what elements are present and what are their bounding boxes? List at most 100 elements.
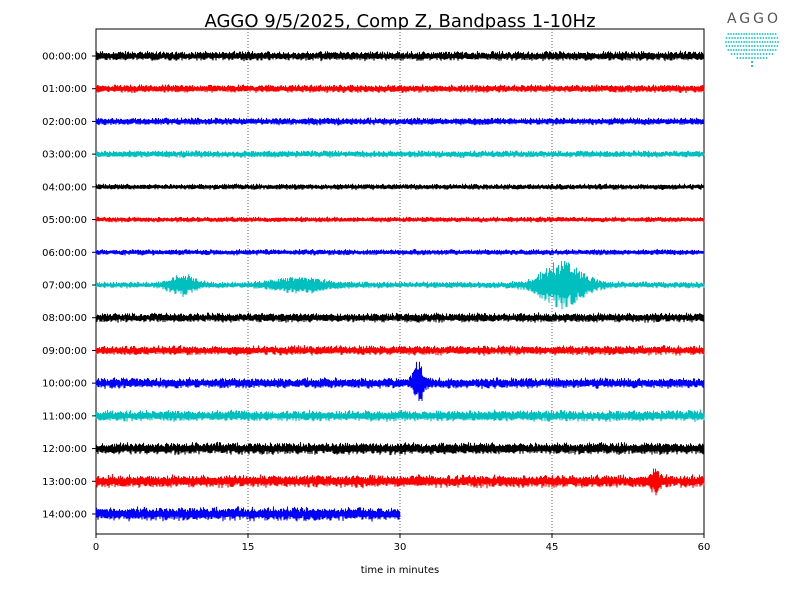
globe-dot bbox=[776, 45, 779, 47]
globe-dot bbox=[770, 45, 773, 47]
globe-dot bbox=[748, 41, 751, 43]
globe-dot bbox=[766, 33, 769, 35]
trace-04-00-00 bbox=[95, 183, 705, 191]
globe-dot bbox=[727, 49, 730, 51]
globe-dot bbox=[764, 49, 767, 51]
globe-dot bbox=[734, 37, 736, 39]
globe-dot bbox=[759, 53, 762, 55]
globe-dot bbox=[745, 37, 748, 39]
globe-dot bbox=[766, 41, 769, 43]
globe-dot bbox=[736, 57, 739, 59]
globe-dot bbox=[727, 33, 730, 35]
trace-07-00-00 bbox=[95, 260, 705, 310]
globe-dot bbox=[743, 33, 745, 35]
y-tick-label: 10:00:00 bbox=[42, 379, 87, 390]
globe-dot bbox=[725, 37, 728, 39]
trace-12-00-00 bbox=[95, 441, 705, 456]
globe-dot bbox=[772, 49, 774, 51]
x-tick-label: 15 bbox=[242, 542, 255, 553]
globe-dot bbox=[769, 41, 772, 43]
globe-dot bbox=[735, 33, 738, 35]
globe-dot bbox=[730, 49, 732, 51]
trace-09-00-00 bbox=[95, 345, 705, 356]
globe-dot bbox=[771, 41, 774, 43]
trace-03-00-00 bbox=[95, 150, 705, 158]
globe-dot bbox=[738, 41, 740, 43]
y-tick-label: 14:00:00 bbox=[42, 510, 87, 521]
y-tick-label: 12:00:00 bbox=[42, 444, 87, 455]
globe-dot bbox=[742, 37, 745, 39]
globe-dot bbox=[751, 37, 753, 39]
globe-dot bbox=[756, 41, 759, 43]
globe-dot bbox=[732, 41, 735, 43]
globe-dot bbox=[732, 49, 735, 51]
globe-dot bbox=[754, 53, 756, 55]
globe-dot bbox=[776, 37, 779, 39]
globe-dot bbox=[774, 41, 777, 43]
globe-dot bbox=[764, 33, 767, 35]
globe-dot bbox=[739, 37, 742, 39]
globe-icon bbox=[725, 33, 779, 67]
plot-area: 00:00:00 01:00:00 02:00:00 03:00:00 04:00:00… bbox=[42, 28, 710, 576]
globe-dot bbox=[748, 37, 751, 39]
globe-dot bbox=[761, 49, 764, 51]
chart-title: AGGO 9/5/2025, Comp Z, Bandpass 1-10Hz bbox=[204, 11, 595, 32]
globe-dot bbox=[756, 33, 759, 35]
aggo-logo: AGGO bbox=[725, 11, 781, 67]
globe-dot bbox=[725, 45, 728, 47]
globe-dot bbox=[737, 33, 740, 35]
y-tick-labels: 00:00:00 01:00:00 02:00:00 03:00:00 04:00:00… bbox=[42, 52, 96, 521]
globe-dot bbox=[736, 53, 739, 55]
globe-dot bbox=[735, 49, 738, 51]
globe-dot bbox=[773, 37, 776, 39]
globe-dot bbox=[766, 49, 769, 51]
globe-dot bbox=[739, 57, 742, 59]
x-axis-label: time in minutes bbox=[361, 565, 440, 576]
globe-dot bbox=[774, 33, 777, 35]
globe-dot bbox=[731, 45, 734, 47]
globe-dot bbox=[734, 45, 736, 47]
trace-00-00-00 bbox=[95, 50, 705, 62]
y-tick-label: 11:00:00 bbox=[42, 411, 87, 422]
globe-dot bbox=[740, 33, 743, 35]
globe-dot bbox=[745, 45, 748, 47]
globe-dot bbox=[748, 33, 751, 35]
logo-text: AGGO bbox=[727, 11, 781, 27]
globe-dot bbox=[761, 33, 764, 35]
globe-dot bbox=[730, 53, 733, 55]
globe-dot bbox=[765, 57, 768, 59]
globe-dot bbox=[751, 61, 753, 63]
globe-dot bbox=[745, 33, 748, 35]
globe-dot bbox=[777, 41, 779, 43]
x-tick-label: 30 bbox=[394, 542, 407, 553]
globe-dot bbox=[773, 45, 776, 47]
globe-dot bbox=[754, 57, 756, 59]
globe-dot bbox=[745, 53, 748, 55]
y-tick-label: 03:00:00 bbox=[42, 150, 87, 161]
globe-dot bbox=[768, 37, 770, 39]
globe-dot bbox=[756, 45, 759, 47]
globe-dot bbox=[725, 41, 727, 43]
globe-dot bbox=[762, 45, 765, 47]
globe-dot bbox=[748, 45, 751, 47]
globe-dot bbox=[748, 53, 750, 55]
trace-06-00-00 bbox=[95, 248, 705, 256]
y-tick-label: 00:00:00 bbox=[42, 52, 87, 63]
globe-dot bbox=[745, 41, 748, 43]
globe-dot bbox=[742, 57, 745, 59]
trace-05-00-00 bbox=[95, 216, 705, 223]
globe-dot bbox=[743, 41, 746, 43]
globe-dot bbox=[737, 37, 739, 39]
globe-dot bbox=[768, 53, 771, 55]
globe-dot bbox=[737, 45, 739, 47]
trace-14-00-00 bbox=[95, 506, 401, 522]
globe-dot bbox=[740, 49, 743, 51]
globe-dot bbox=[759, 49, 761, 51]
globe-dot bbox=[733, 53, 736, 55]
y-tick-label: 02:00:00 bbox=[42, 117, 87, 128]
trace-02-00-00 bbox=[95, 117, 705, 126]
globe-dot bbox=[751, 65, 753, 67]
globe-dot bbox=[764, 41, 766, 43]
globe-dot bbox=[757, 57, 759, 59]
